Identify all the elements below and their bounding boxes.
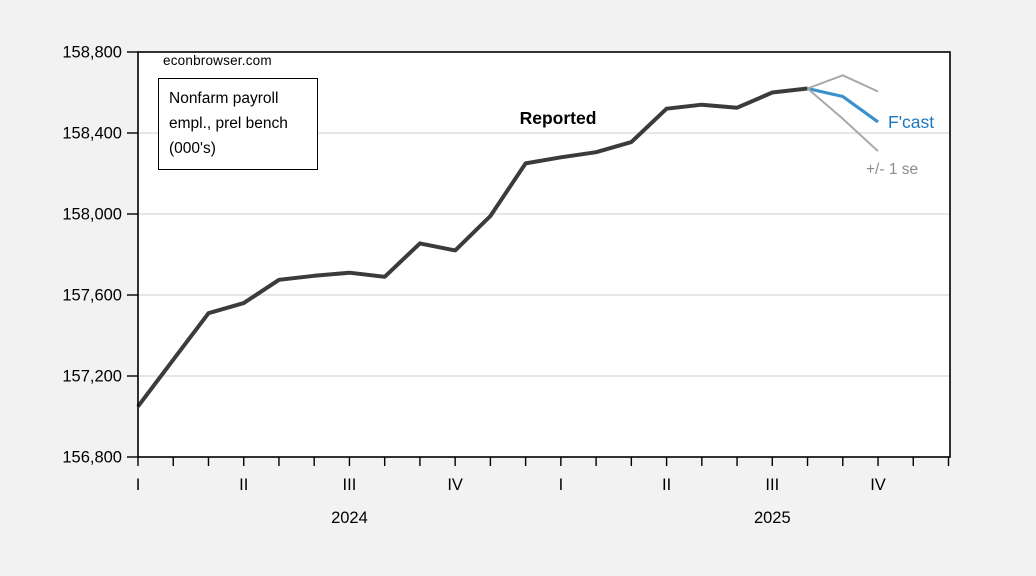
x-quarter-label: III bbox=[765, 476, 779, 494]
x-year-label: 2025 bbox=[754, 509, 791, 527]
x-quarter-label: II bbox=[662, 476, 671, 494]
forecast-series-label: F'cast bbox=[888, 112, 935, 132]
x-quarter-label: IV bbox=[870, 476, 886, 494]
watermark-econbrowser: econbrowser.com bbox=[163, 53, 272, 68]
x-quarter-label: I bbox=[559, 476, 564, 494]
series-line--1-se bbox=[806, 87, 879, 152]
x-quarter-label: I bbox=[136, 476, 141, 494]
plot-border bbox=[137, 51, 951, 458]
reported-series-label: Reported bbox=[519, 108, 597, 128]
y-tick-label: 158,000 bbox=[62, 206, 122, 224]
chart-title-line: empl., prel bench bbox=[169, 115, 288, 132]
y-tick-label: 158,800 bbox=[62, 44, 122, 62]
series-line-f-cast bbox=[807, 86, 879, 124]
x-quarter-label: II bbox=[239, 476, 248, 494]
y-tick-label: 157,200 bbox=[62, 368, 122, 386]
y-tick-label: 157,600 bbox=[62, 287, 122, 305]
x-year-label: 2024 bbox=[331, 509, 368, 527]
series-line--1-se bbox=[807, 74, 879, 93]
x-quarter-label: III bbox=[343, 476, 357, 494]
series-line-reported bbox=[136, 86, 808, 408]
y-tick-label: 156,800 bbox=[62, 449, 122, 467]
x-quarter-label: IV bbox=[447, 476, 463, 494]
y-tick-label: 158,400 bbox=[62, 125, 122, 143]
chart-title-box: Nonfarm payroll empl., prel bench (000's… bbox=[158, 78, 318, 170]
chart-title-line: Nonfarm payroll bbox=[169, 90, 279, 107]
chart-title-line: (000's) bbox=[169, 140, 216, 157]
standard-error-band-label: +/- 1 se bbox=[866, 161, 919, 178]
